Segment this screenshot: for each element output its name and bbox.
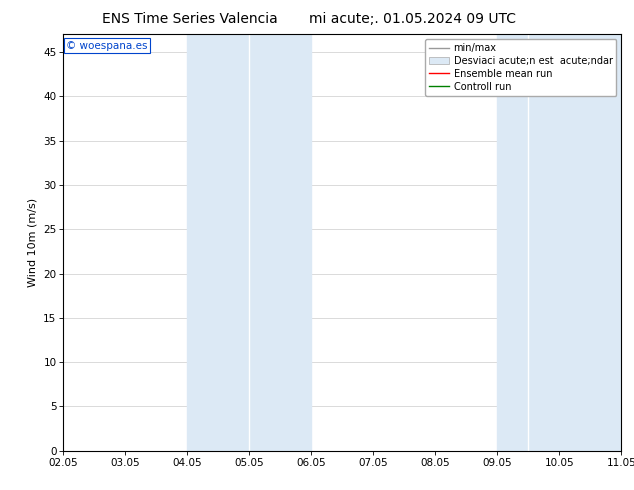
Y-axis label: Wind 10m (m/s): Wind 10m (m/s) xyxy=(28,198,37,287)
Legend: min/max, Desviaci acute;n est  acute;ndar, Ensemble mean run, Controll run: min/max, Desviaci acute;n est acute;ndar… xyxy=(425,39,616,96)
Text: mi acute;. 01.05.2024 09 UTC: mi acute;. 01.05.2024 09 UTC xyxy=(309,12,515,26)
Text: © woespana.es: © woespana.es xyxy=(66,41,148,50)
Bar xyxy=(188,34,311,451)
Bar xyxy=(497,34,621,451)
Text: ENS Time Series Valencia: ENS Time Series Valencia xyxy=(102,12,278,26)
